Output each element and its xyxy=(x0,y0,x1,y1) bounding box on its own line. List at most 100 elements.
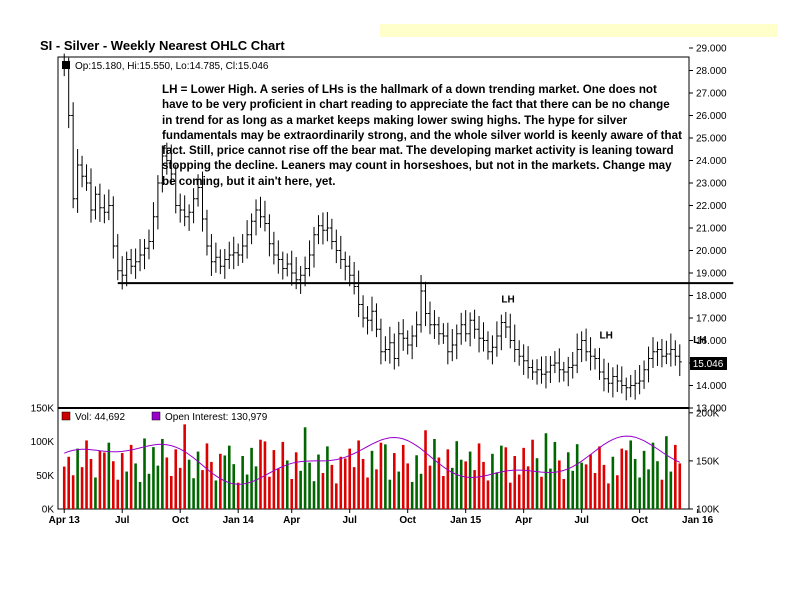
volume-bar xyxy=(375,469,378,509)
oi-legend-swatch xyxy=(151,411,161,421)
vol-legend-swatch xyxy=(61,411,71,421)
volume-bar xyxy=(85,440,88,509)
volume-bar xyxy=(598,446,601,509)
volume-bar xyxy=(210,461,213,509)
date-label: Jan 15 xyxy=(450,515,482,526)
volume-bar xyxy=(450,467,454,509)
volume-bar xyxy=(486,480,490,509)
volume-bar xyxy=(580,462,583,509)
volume-bar xyxy=(76,448,79,509)
volume-bar xyxy=(620,448,624,509)
volume-bar xyxy=(312,481,316,509)
info-square-icon xyxy=(62,61,70,69)
price-tick-label: 29.000 xyxy=(696,44,727,55)
date-label: Oct xyxy=(631,515,648,526)
date-label: Jul xyxy=(115,515,130,526)
volume-bar xyxy=(482,461,485,509)
volume-bar xyxy=(89,458,93,509)
vol-tick-label: 50K xyxy=(36,471,54,482)
oi-tick-label: 100K xyxy=(696,505,720,516)
volume-bar xyxy=(169,476,173,509)
volume-bars xyxy=(62,424,682,509)
volume-bar xyxy=(232,464,236,509)
last-price-box xyxy=(690,357,727,370)
volume-bar xyxy=(227,445,231,509)
volume-bar xyxy=(504,447,508,509)
volume-bar xyxy=(575,444,579,509)
volume-bar xyxy=(147,473,151,509)
open-interest-line xyxy=(64,435,681,485)
volume-bar xyxy=(540,476,543,509)
volume-bar xyxy=(152,447,155,509)
date-label: Jan 14 xyxy=(223,515,255,526)
price-tick-label: 20.000 xyxy=(696,246,727,257)
volume-bar xyxy=(308,462,311,509)
price-tick-label: 28.000 xyxy=(696,66,727,77)
volume-bar xyxy=(290,478,294,509)
volume-bar xyxy=(134,463,137,509)
volume-bar xyxy=(593,473,597,509)
volume-bar xyxy=(522,447,525,509)
volume-bar xyxy=(660,479,664,509)
volume-bar xyxy=(294,452,298,509)
vol-tick-label: 0K xyxy=(42,505,55,516)
volume-bar xyxy=(111,461,115,509)
volume-bar xyxy=(178,467,182,509)
volume-bar xyxy=(477,443,481,509)
volume-bar xyxy=(120,453,124,509)
volume-bar xyxy=(651,442,655,509)
volume-bar xyxy=(419,473,423,509)
volume-bar xyxy=(424,430,427,509)
volume-bar xyxy=(513,456,517,509)
volume-bar xyxy=(388,479,392,509)
annotation-text: LH = Lower High. A series of LHs is the … xyxy=(162,83,682,188)
volume-bar xyxy=(526,466,530,509)
volume-bar xyxy=(406,463,409,509)
volume-bar xyxy=(370,450,374,509)
price-tick-label: 14.000 xyxy=(696,381,727,392)
volume-bar xyxy=(138,481,142,509)
price-panel xyxy=(57,56,690,409)
volume-bar xyxy=(357,440,360,509)
price-tick-label: 26.000 xyxy=(696,111,727,122)
volume-bar xyxy=(214,480,218,509)
volume-bar xyxy=(277,468,280,509)
oi-tick-label: 200K xyxy=(696,408,720,419)
volume-bar xyxy=(317,454,320,509)
volume-bar xyxy=(607,483,610,509)
oi-legend-label: Open Interest: 130,979 xyxy=(165,412,268,423)
chart-title: SI - Silver - Weekly Nearest OHLC Chart xyxy=(40,38,285,53)
top-banner xyxy=(380,24,778,37)
volume-bar xyxy=(361,458,365,509)
volume-bar xyxy=(397,471,401,509)
volume-bar xyxy=(272,450,276,509)
volume-bar xyxy=(468,451,472,509)
volume-bar xyxy=(531,439,534,509)
volume-bar xyxy=(107,442,111,509)
price-tick-label: 18.000 xyxy=(696,291,727,302)
volume-bar xyxy=(393,453,396,509)
date-label: Apr 13 xyxy=(49,515,81,526)
volume-bar xyxy=(125,471,128,509)
date-label: Jul xyxy=(574,515,589,526)
volume-bar xyxy=(384,444,387,509)
volume-bar xyxy=(558,460,561,509)
volume-bar xyxy=(80,467,84,509)
volume-bar xyxy=(161,438,164,509)
date-label: Oct xyxy=(172,515,189,526)
volume-bar xyxy=(616,475,619,509)
volume-bar xyxy=(638,477,641,509)
volume-bar xyxy=(611,456,615,509)
volume-bar xyxy=(250,447,253,509)
volume-bar xyxy=(259,439,262,509)
volume-bar xyxy=(67,456,70,509)
volume-bar xyxy=(633,458,637,509)
volume-bar xyxy=(464,461,467,509)
price-tick-label: 19.000 xyxy=(696,269,727,280)
volume-bar xyxy=(459,459,463,509)
volume-bar xyxy=(129,444,133,509)
volume-bar xyxy=(549,468,552,509)
volume-bar xyxy=(446,449,450,509)
volume-bar xyxy=(285,460,289,509)
lh-label: LH xyxy=(501,294,514,305)
